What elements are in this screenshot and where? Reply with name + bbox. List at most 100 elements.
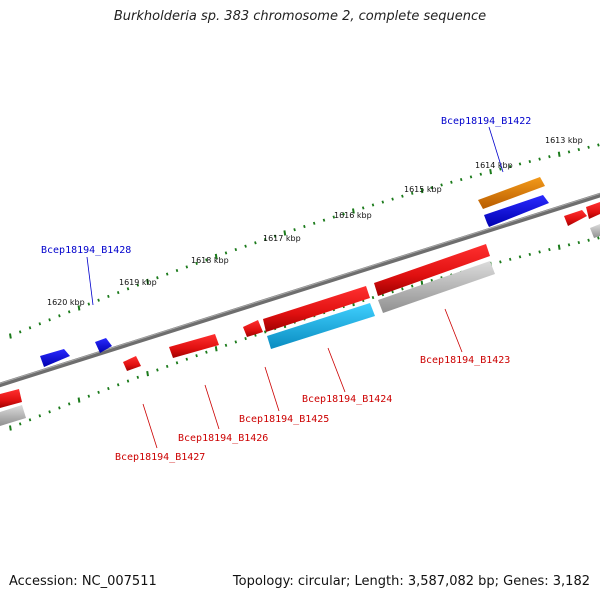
minor-tick bbox=[156, 368, 159, 372]
minor-tick bbox=[67, 402, 71, 406]
major-tick bbox=[214, 253, 218, 260]
major-tick bbox=[9, 333, 12, 339]
minor-tick bbox=[244, 244, 247, 248]
minor-tick bbox=[538, 157, 541, 161]
kbp-label-1619: 1619 kbp bbox=[119, 278, 157, 287]
gene-b1424-red[interactable] bbox=[263, 286, 370, 332]
minor-tick bbox=[165, 272, 169, 276]
minor-tick bbox=[518, 162, 522, 166]
minor-tick bbox=[185, 357, 189, 361]
minor-tick bbox=[234, 247, 238, 252]
minor-tick bbox=[126, 379, 130, 383]
major-tick bbox=[352, 208, 355, 214]
major-tick bbox=[557, 151, 561, 157]
kbp-label-1616: 1616 kbp bbox=[334, 211, 372, 220]
minor-tick bbox=[430, 186, 434, 190]
minor-tick bbox=[528, 252, 532, 256]
gene-red-right-2[interactable] bbox=[586, 202, 600, 219]
minor-tick bbox=[597, 236, 600, 240]
gene-gray-left[interactable] bbox=[0, 405, 26, 426]
label-b1426[interactable]: Bcep18194_B1426 bbox=[178, 433, 268, 444]
topology-text: Topology: circular; Length: 3,587,082 bp… bbox=[232, 574, 590, 589]
label-b1422[interactable]: Bcep18194_B1422 bbox=[441, 116, 531, 127]
minor-tick bbox=[195, 354, 198, 358]
minor-tick bbox=[263, 330, 267, 334]
minor-tick bbox=[332, 215, 336, 219]
gene-red-left[interactable] bbox=[0, 389, 22, 408]
kbp-label-1614: 1614 kbp bbox=[475, 161, 513, 170]
gene-orange[interactable] bbox=[478, 177, 545, 209]
minor-tick bbox=[18, 422, 22, 426]
major-tick bbox=[420, 187, 424, 194]
minor-tick bbox=[401, 194, 404, 198]
minor-tick bbox=[567, 243, 571, 247]
label-b1423[interactable]: Bcep18194_B1423 bbox=[420, 355, 510, 366]
gene-b1427[interactable] bbox=[123, 356, 141, 371]
minor-tick bbox=[224, 251, 228, 255]
minor-tick bbox=[322, 218, 326, 222]
minor-tick bbox=[459, 177, 463, 182]
minor-tick bbox=[185, 265, 189, 269]
gene-gray-right[interactable] bbox=[590, 224, 600, 238]
major-tick bbox=[9, 425, 12, 431]
major-tick bbox=[77, 305, 81, 311]
minor-tick bbox=[499, 167, 502, 171]
minor-tick bbox=[18, 330, 22, 334]
major-tick bbox=[283, 230, 287, 236]
kbp-label-1618: 1618 kbp bbox=[191, 256, 229, 265]
minor-tick bbox=[410, 284, 414, 288]
label-b1424[interactable]: Bcep18194_B1424 bbox=[302, 394, 392, 405]
kbp-label-1615: 1615 kbp bbox=[404, 185, 442, 194]
callout-lines bbox=[86, 126, 504, 449]
label-b1427[interactable]: Bcep18194_B1427 bbox=[115, 452, 205, 463]
minor-tick bbox=[312, 221, 316, 225]
gene-b1428-a[interactable] bbox=[95, 338, 112, 353]
minor-tick bbox=[116, 291, 120, 295]
kbp-label-1613: 1613 kbp bbox=[545, 136, 583, 145]
kbp-label-1620: 1620 kbp bbox=[47, 298, 85, 307]
gene-b1422[interactable] bbox=[484, 195, 549, 227]
minor-tick bbox=[391, 197, 394, 201]
minor-tick bbox=[303, 224, 306, 229]
map-title: Burkholderia sp. 383 chromosome 2, compl… bbox=[113, 9, 487, 24]
minor-tick bbox=[254, 241, 257, 245]
minor-tick bbox=[58, 406, 61, 410]
label-b1428[interactable]: Bcep18194_B1428 bbox=[41, 245, 131, 256]
gene-b1428-b[interactable] bbox=[40, 349, 70, 367]
minor-tick bbox=[136, 375, 140, 379]
forward-genes bbox=[0, 177, 600, 408]
minor-tick bbox=[195, 261, 198, 265]
major-tick bbox=[214, 346, 218, 352]
major-tick bbox=[146, 278, 149, 285]
minor-tick bbox=[28, 418, 32, 422]
minor-tick bbox=[508, 257, 512, 261]
gene-red-small-a[interactable] bbox=[243, 320, 263, 337]
minor-tick bbox=[293, 228, 296, 232]
gene-labels: Bcep18194_B1422 Bcep18194_B1428 Bcep1819… bbox=[41, 116, 531, 463]
chromosome-backbone-highlight bbox=[0, 193, 600, 384]
minor-tick bbox=[58, 314, 61, 318]
gene-b1425[interactable] bbox=[267, 303, 375, 349]
minor-tick bbox=[518, 255, 522, 259]
minor-tick bbox=[499, 260, 502, 264]
minor-tick bbox=[136, 283, 140, 287]
minor-tick bbox=[67, 310, 71, 314]
minor-tick bbox=[205, 258, 208, 262]
label-b1425[interactable]: Bcep18194_B1425 bbox=[239, 414, 329, 425]
minor-tick bbox=[450, 180, 453, 184]
gene-b1426[interactable] bbox=[169, 334, 219, 358]
major-tick bbox=[489, 168, 492, 175]
minor-tick bbox=[97, 298, 100, 302]
minor-tick bbox=[597, 143, 600, 147]
minor-tick bbox=[156, 276, 159, 280]
minor-tick bbox=[538, 250, 541, 254]
gene-red-right-1[interactable] bbox=[564, 210, 587, 226]
minor-tick bbox=[577, 240, 581, 245]
gene-b1423-red[interactable] bbox=[374, 244, 490, 296]
minor-tick bbox=[342, 212, 345, 216]
minor-tick bbox=[548, 247, 551, 252]
gene-b1423-gray[interactable] bbox=[378, 261, 495, 313]
minor-tick bbox=[87, 302, 91, 306]
minor-tick bbox=[107, 294, 110, 298]
